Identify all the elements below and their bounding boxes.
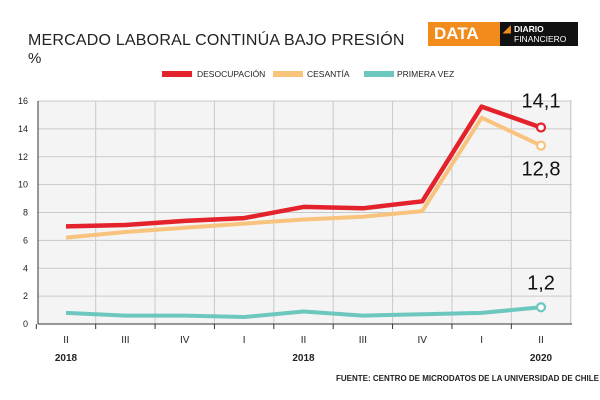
x-tick-label: II xyxy=(301,335,307,346)
legend-label: CESANTÍA xyxy=(307,69,350,79)
x-tick-label: IV xyxy=(418,335,428,346)
x-tick-label: I xyxy=(480,335,483,346)
data-df-logo: DATA DF xyxy=(428,22,500,67)
end-value-labels: 14,1 12,8 1,2 xyxy=(522,90,561,294)
y-tick-label: 14 xyxy=(18,124,28,134)
y-tick-label: 8 xyxy=(23,208,28,218)
legend-label: DESOCUPACIÓN xyxy=(197,69,265,79)
x-year-label: 2018 xyxy=(55,353,78,364)
end-value-label: 12,8 xyxy=(522,159,561,181)
x-year-label: 2020 xyxy=(530,353,553,364)
logo-mark-icon: ◢ xyxy=(503,24,511,35)
end-value-label: 1,2 xyxy=(527,272,555,294)
series-line xyxy=(65,305,542,319)
diario-financiero-logo: ◢ DIARIO FINANCIERO xyxy=(500,22,578,46)
y-tick-label: 6 xyxy=(23,235,28,245)
y-tick-label: 10 xyxy=(18,180,28,190)
x-tick-label: III xyxy=(121,335,129,346)
y-tick-label: 0 xyxy=(23,319,28,329)
x-year-label: 2018 xyxy=(292,353,315,364)
x-tick-label: IV xyxy=(180,335,190,346)
end-value-label: 14,1 xyxy=(522,90,561,112)
source-note: FUENTE: CENTRO DE MICRODATOS DE LA UNIVE… xyxy=(336,374,599,383)
x-tick-label: III xyxy=(359,335,367,346)
series-line xyxy=(65,104,542,229)
chart-title: MERCADO LABORAL CONTINÚA BAJO PRESIÓN xyxy=(28,32,405,49)
x-tick-label: II xyxy=(538,335,544,346)
y-tick-label: 12 xyxy=(18,152,28,162)
y-tick-label: 2 xyxy=(23,291,28,301)
series-end-marker xyxy=(535,302,547,313)
logo-financiero-text: FINANCIERO xyxy=(514,34,567,44)
y-tick-label: 16 xyxy=(18,96,28,106)
chart-legend: DESOCUPACIÓN CESANTÍA PRIMERA VEZ xyxy=(162,69,454,79)
y-unit-label: % xyxy=(28,50,42,67)
series-line xyxy=(65,115,542,240)
logo-diario-text: DIARIO xyxy=(514,24,544,34)
chart-grid xyxy=(37,100,572,325)
legend-label: PRIMERA VEZ xyxy=(397,69,454,79)
series-end-marker xyxy=(535,140,547,151)
y-axis-ticks: 0 2 4 6 8 10 12 14 16 xyxy=(18,96,28,329)
y-tick-label: 4 xyxy=(23,263,28,273)
series-lines xyxy=(65,104,547,319)
x-tick-label: II xyxy=(63,335,69,346)
x-tick-label: I xyxy=(243,335,246,346)
series-end-marker xyxy=(535,122,547,133)
